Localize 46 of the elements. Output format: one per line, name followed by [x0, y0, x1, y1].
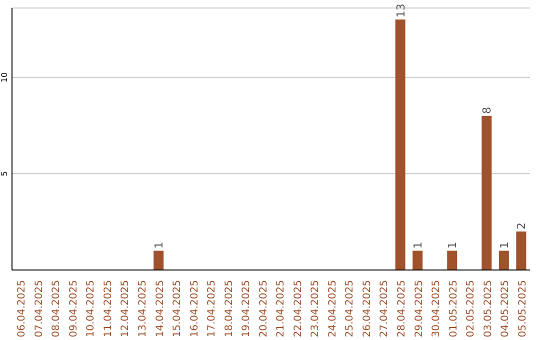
- x-tick-label: 23.04.2025: [310, 280, 322, 338]
- x-tick-label: 06.04.2025: [16, 280, 28, 338]
- bar: [447, 250, 458, 270]
- x-tick-label: 29.04.2025: [414, 280, 425, 338]
- x-tick-label: 02.05.2025: [466, 280, 477, 338]
- x-tick-label: 22.04.2025: [292, 280, 304, 338]
- data-label: 8: [480, 106, 494, 114]
- data-label: 1: [498, 242, 511, 249]
- x-tick-label: 12.04.2025: [120, 280, 132, 338]
- x-tick-label: 19.04.2025: [241, 280, 252, 338]
- x-tick-label: 27.04.2025: [379, 280, 390, 338]
- x-tick-label: 28.04.2025: [396, 280, 408, 338]
- bar: [412, 250, 423, 270]
- data-label: 1: [152, 242, 166, 249]
- x-tick-label: 03.05.2025: [482, 280, 494, 338]
- x-tick-label: 25.04.2025: [344, 280, 356, 338]
- x-tick-label: 07.04.2025: [34, 280, 45, 338]
- x-tick-label: 15.04.2025: [172, 280, 184, 338]
- x-tick-label: 18.04.2025: [224, 280, 235, 338]
- x-tick-label: 04.05.2025: [500, 280, 512, 338]
- x-tick-label: 30.04.2025: [431, 280, 442, 338]
- bar: [482, 116, 492, 270]
- data-label: 1: [412, 242, 425, 249]
- x-tick-label: 13.04.2025: [138, 280, 148, 338]
- x-tick-label: 08.04.2025: [51, 280, 62, 338]
- x-tick-label: 05.05.2025: [517, 280, 528, 338]
- bar: [498, 250, 509, 270]
- data-label: 2: [515, 222, 528, 230]
- x-tick-label: 21.04.2025: [276, 280, 287, 338]
- x-tick-label: 24.04.2025: [327, 280, 338, 338]
- data-label: 13: [394, 4, 408, 18]
- x-tick-label: 01.05.2025: [448, 280, 460, 338]
- data-label: 1: [446, 242, 460, 249]
- y-tick-label: 10: [0, 72, 9, 82]
- y-tick-label: 5: [0, 171, 9, 176]
- x-tick-label: 14.04.2025: [154, 280, 166, 338]
- bar: [395, 20, 406, 270]
- x-tick-label: 09.04.2025: [68, 280, 80, 338]
- x-tick-label: 16.04.2025: [189, 280, 200, 338]
- bar: [154, 250, 164, 270]
- x-tick-label: 11.04.2025: [102, 280, 114, 338]
- x-tick-label: 20.04.2025: [258, 280, 270, 338]
- x-tick-label: 17.04.2025: [206, 280, 218, 338]
- x-tick-label: 10.04.2025: [86, 280, 97, 338]
- bar: [516, 231, 526, 270]
- x-tick-label: 26.04.2025: [362, 280, 373, 338]
